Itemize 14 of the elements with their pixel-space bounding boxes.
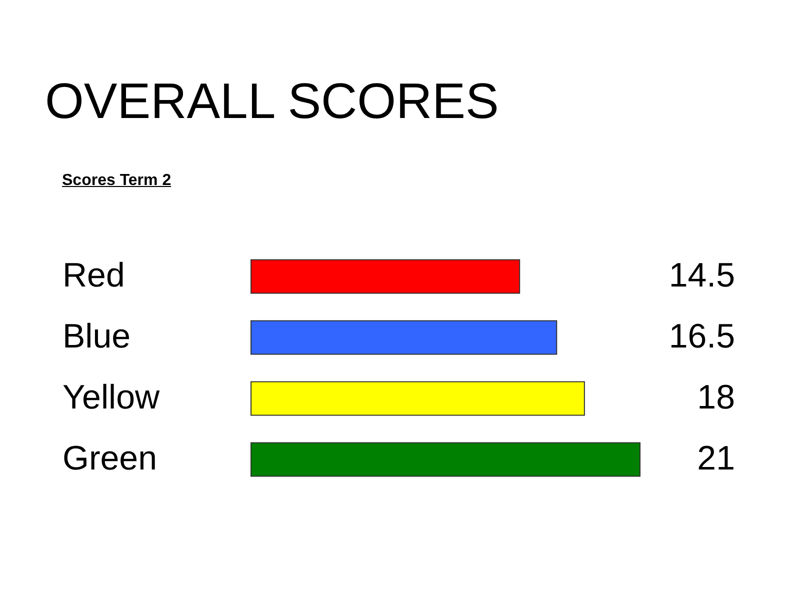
data-label: 16.5 [668, 318, 735, 356]
bar [250, 320, 558, 355]
y-tick-label: Red [62, 256, 125, 294]
text: Scores Term 2 [62, 172, 172, 190]
y-tick-label: Green [62, 440, 157, 478]
chart-title: OVERALL SCORES [45, 72, 499, 130]
bar [250, 381, 585, 416]
y-tick-label: Blue [62, 318, 131, 356]
data-label: 14.5 [668, 256, 735, 294]
data-label: 21 [697, 440, 735, 478]
data-label: 18 [697, 378, 735, 416]
bar [250, 442, 640, 477]
bar [250, 259, 520, 294]
y-tick-label: Yellow [62, 378, 160, 416]
